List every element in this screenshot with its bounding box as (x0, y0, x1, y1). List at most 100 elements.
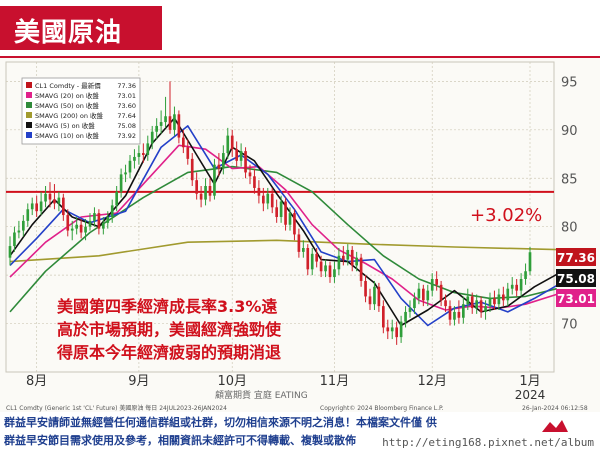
price-tag-label: 75.08 (557, 272, 595, 286)
candle-body (488, 298, 492, 307)
candle-body (319, 261, 323, 272)
candle-body (275, 207, 278, 217)
legend-label: CL1 Comdty - 最新價 (35, 81, 101, 90)
candle-body (368, 296, 372, 305)
x-tick-label: 8月 (26, 374, 47, 389)
candle-body (502, 294, 505, 301)
legend-swatch (26, 102, 32, 108)
candle-body (244, 151, 247, 173)
candle-body (310, 253, 314, 270)
price-tag-box (556, 269, 596, 287)
candle-body (506, 288, 510, 301)
x-year-label: 2024 (515, 388, 546, 402)
candle-body (324, 265, 327, 272)
source-line: CL1 Comdty (Generic 1st 'CL' Future) 美國原… (6, 404, 227, 412)
legend-swatch (26, 122, 32, 128)
price-tag-label: 77.36 (557, 251, 595, 265)
candle-body (177, 114, 181, 138)
candle-body (93, 213, 96, 221)
candle-body (142, 153, 145, 155)
candle-body (270, 193, 274, 208)
candle-body (373, 286, 376, 305)
candle-body (466, 296, 470, 305)
candle-body (102, 222, 105, 229)
legend-value: 77.36 (117, 82, 136, 90)
candle-body (248, 172, 252, 177)
candle-body (422, 288, 425, 301)
candle-body (124, 172, 127, 175)
candle-body (288, 213, 292, 225)
watermark: 顧富期貨 宜庭 EATING (215, 389, 308, 401)
candle-body (150, 131, 154, 144)
legend-label: SMAVG (5) on 收盤 (35, 121, 95, 130)
page-title: 美國原油 (14, 18, 123, 48)
footer: 群益早安請師並無經營任何通信群組或社群，切勿相信來源不明之消息！本檔案文件僅 供… (0, 412, 600, 452)
candle-body (515, 284, 518, 291)
commentary-line-3: 得原本今年經濟疲弱的預期消退 (56, 343, 281, 362)
candle-body (293, 213, 296, 235)
title-banner: 美國原油 (0, 6, 162, 50)
legend-swatch (26, 92, 32, 98)
candle-body (462, 304, 465, 318)
price-tags: 77.36 75.08 73.01 (556, 248, 596, 307)
candle-body (315, 253, 318, 262)
candle-body (253, 176, 256, 188)
candle-body (279, 201, 283, 217)
candle-body (17, 230, 21, 233)
candle-body (435, 279, 438, 285)
candle-body (239, 151, 243, 161)
ma-line-0 (9, 239, 557, 263)
header-divider (0, 56, 600, 58)
candle-body (13, 232, 16, 247)
candle-body (519, 279, 523, 291)
candle-body (497, 294, 501, 305)
candle-body (53, 199, 56, 204)
candle-body (57, 197, 61, 204)
legend-value: 75.08 (117, 122, 136, 130)
candle-body (39, 201, 43, 212)
album-link[interactable]: http://eting168.pixnet.net/album (382, 436, 594, 449)
candle-body (235, 149, 238, 161)
candle-body (204, 186, 207, 200)
candle-body (439, 284, 443, 301)
commentary-line-1: 美國第四季經濟成長率3.3%遠 (57, 297, 277, 316)
candle-body (302, 248, 305, 252)
brand-logo-icon (542, 420, 568, 432)
candle-body (266, 193, 270, 204)
candle-body (168, 116, 172, 130)
candle-body (146, 143, 150, 155)
legend-swatch (26, 112, 32, 118)
candle-body (395, 327, 398, 338)
candle-body (88, 220, 92, 227)
candle-body (470, 296, 474, 309)
legend-swatch (26, 132, 32, 138)
y-tick-label: 95 (561, 75, 578, 90)
candles (8, 81, 532, 345)
timestamp: 26-Jan-2024 06:12:58 (522, 405, 588, 412)
y-tick-label: 70 (561, 318, 578, 333)
candle-body (35, 203, 38, 212)
candle-body (44, 193, 47, 202)
candle-body (444, 300, 447, 307)
candle-body (119, 174, 123, 192)
legend: CL1 Comdty - 最新價 77.36 SMAVG (20) on 收盤 73.… (21, 77, 141, 145)
candle-body (137, 153, 141, 157)
candle-body (475, 300, 478, 309)
candle-body (26, 209, 30, 221)
candle-body (417, 288, 421, 299)
price-tag-box (556, 248, 596, 266)
candle-body (230, 135, 234, 150)
candle-body (528, 252, 532, 272)
candle-body (448, 306, 452, 320)
candle-body (284, 201, 287, 225)
copyright: Copyright© 2024 Bloomberg Finance L.P. (320, 405, 444, 412)
y-tick-label: 85 (561, 172, 578, 187)
candle-body (199, 193, 203, 200)
candle-body (377, 286, 381, 307)
x-tick-label: 12月 (417, 374, 447, 389)
candle-body (484, 306, 487, 312)
candle-body (8, 246, 12, 258)
candle-body (22, 220, 25, 231)
candle-body (128, 160, 132, 173)
legend-value: 77.64 (117, 112, 136, 120)
